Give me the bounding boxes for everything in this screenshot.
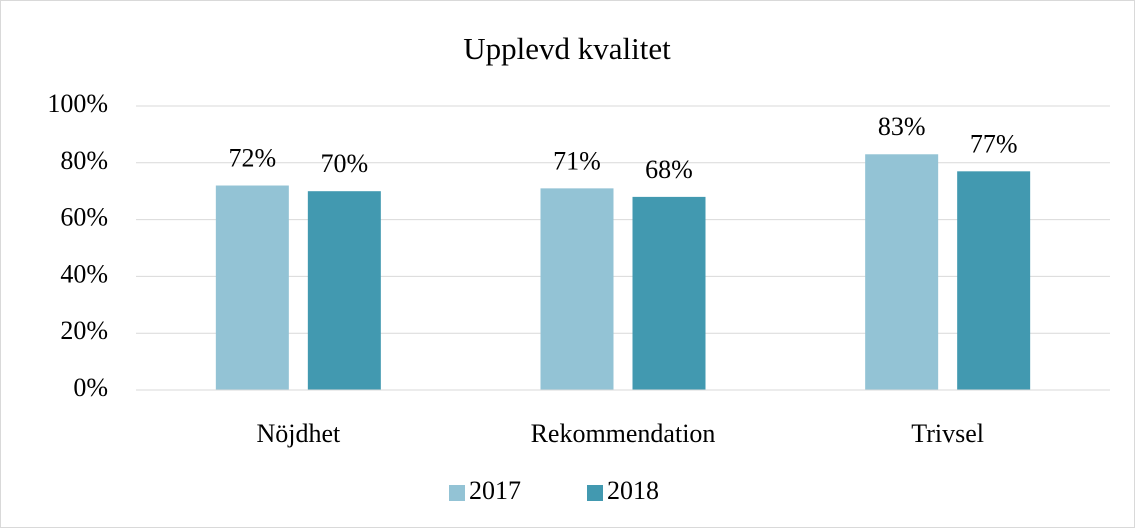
bar <box>307 191 381 390</box>
legend-swatch <box>449 485 465 501</box>
value-label: 70% <box>320 149 368 178</box>
value-label: 77% <box>970 129 1018 158</box>
x-tick-label: Nöjdhet <box>256 419 341 448</box>
bar <box>215 185 289 390</box>
y-tick-label: 100% <box>47 89 108 118</box>
y-tick-label: 0% <box>73 373 108 402</box>
bar <box>540 188 614 390</box>
y-tick-label: 40% <box>60 259 108 288</box>
bar <box>865 154 939 390</box>
y-tick-label: 20% <box>60 316 108 345</box>
value-label: 72% <box>228 143 276 172</box>
value-label: 71% <box>553 146 601 175</box>
legend-label: 2018 <box>607 476 659 505</box>
legend-label: 2017 <box>469 476 521 505</box>
value-label: 68% <box>645 155 693 184</box>
chart-title: Upplevd kvalitet <box>463 31 671 66</box>
x-tick-label: Rekommendation <box>531 419 716 448</box>
bar <box>632 196 706 390</box>
y-tick-label: 60% <box>60 203 108 232</box>
x-tick-label: Trivsel <box>911 419 984 448</box>
legend-swatch <box>587 485 603 501</box>
bar <box>957 171 1031 390</box>
value-label: 83% <box>878 112 926 141</box>
y-tick-label: 80% <box>60 146 108 175</box>
